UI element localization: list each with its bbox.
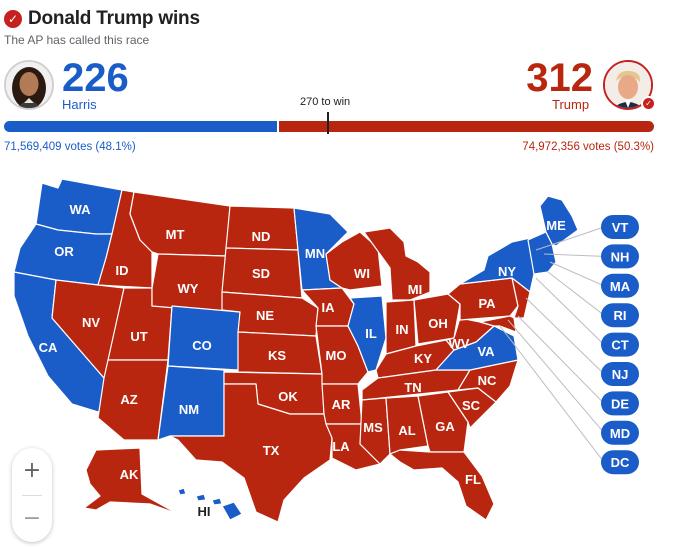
state-oh[interactable] bbox=[413, 293, 461, 345]
state-label-nv: NV bbox=[82, 315, 100, 330]
state-hi[interactable] bbox=[177, 487, 243, 521]
state-me[interactable] bbox=[539, 195, 579, 247]
state-label-ks: KS bbox=[268, 348, 286, 363]
winner-check-icon: ✓ bbox=[641, 96, 656, 111]
state-label-ut: UT bbox=[130, 329, 147, 344]
state-label-ok: OK bbox=[278, 389, 298, 404]
svg-text:DC: DC bbox=[611, 455, 630, 470]
winner-title: Donald Trump wins bbox=[28, 8, 200, 29]
state-label-oh: OH bbox=[428, 316, 448, 331]
state-label-ca: CA bbox=[39, 340, 58, 355]
state-label-nm: NM bbox=[179, 402, 199, 417]
trump-electoral-votes: 312 bbox=[526, 56, 593, 100]
electoral-map[interactable]: WA OR CA ID NV UT AZ MT WY CO NM ND SD NE KS OK TX MN IA MO… bbox=[0, 170, 673, 548]
trump-popular-vote: 74,972,356 votes (50.3%) bbox=[522, 141, 654, 153]
state-label-la: LA bbox=[332, 439, 350, 454]
state-wi[interactable] bbox=[325, 231, 383, 291]
state-ak[interactable] bbox=[83, 447, 179, 515]
state-label-pa: PA bbox=[478, 296, 496, 311]
small-state-pill-ct[interactable]: CT bbox=[601, 332, 639, 357]
harris-name[interactable]: Harris bbox=[62, 97, 97, 112]
race-call-subtitle: The AP has called this race bbox=[4, 33, 150, 47]
svg-text:NH: NH bbox=[611, 249, 630, 264]
state-label-mi: MI bbox=[408, 282, 422, 297]
state-label-wy: WY bbox=[178, 281, 199, 296]
small-state-pill-md[interactable]: MD bbox=[601, 420, 639, 445]
state-label-ny: NY bbox=[498, 264, 516, 279]
small-state-pills: VT NH MA RI CT NJ DE MD DC bbox=[601, 215, 639, 475]
state-label-ga: GA bbox=[435, 419, 455, 434]
zoom-control: + − bbox=[12, 448, 52, 542]
small-state-pill-nh[interactable]: NH bbox=[601, 244, 639, 269]
harris-popular-vote: 71,569,409 votes (48.1%) bbox=[4, 141, 136, 153]
state-nj[interactable] bbox=[511, 277, 531, 319]
state-label-sc: SC bbox=[462, 398, 481, 413]
small-state-pill-de[interactable]: DE bbox=[601, 391, 639, 416]
harris-avatar[interactable] bbox=[4, 60, 54, 110]
state-label-me: ME bbox=[546, 218, 566, 233]
svg-text:VT: VT bbox=[612, 220, 629, 235]
state-labels: WA OR CA ID NV UT AZ MT WY CO NM ND SD NE KS OK TX MN IA MO… bbox=[39, 202, 566, 519]
state-label-wa: WA bbox=[70, 202, 92, 217]
harris-electoral-votes: 226 bbox=[62, 56, 129, 100]
threshold-marker bbox=[327, 112, 329, 134]
small-state-pill-ri[interactable]: RI bbox=[601, 303, 639, 328]
state-label-wv: WV bbox=[449, 336, 470, 351]
state-label-co: CO bbox=[192, 338, 212, 353]
svg-text:MD: MD bbox=[610, 426, 630, 441]
state-label-ar: AR bbox=[332, 397, 351, 412]
state-label-tn: TN bbox=[404, 380, 421, 395]
state-label-wi: WI bbox=[354, 266, 370, 281]
state-il[interactable] bbox=[347, 295, 387, 373]
electoral-vote-bar bbox=[4, 121, 654, 132]
state-label-al: AL bbox=[398, 423, 415, 438]
state-label-tx: TX bbox=[263, 443, 280, 458]
state-label-sd: SD bbox=[252, 266, 270, 281]
small-state-pill-dc[interactable]: DC bbox=[601, 450, 639, 475]
state-tx[interactable] bbox=[169, 383, 333, 523]
state-label-nc: NC bbox=[478, 373, 497, 388]
svg-text:NJ: NJ bbox=[612, 367, 629, 382]
state-label-il: IL bbox=[365, 326, 377, 341]
svg-text:CT: CT bbox=[611, 338, 628, 353]
state-label-mn: MN bbox=[305, 246, 325, 261]
zoom-out-button[interactable]: − bbox=[22, 506, 42, 531]
small-state-pill-vt[interactable]: VT bbox=[601, 215, 639, 239]
check-circle-icon: ✓ bbox=[4, 10, 22, 28]
state-label-ms: MS bbox=[363, 420, 383, 435]
trump-name[interactable]: Trump bbox=[552, 97, 590, 112]
state-label-fl: FL bbox=[465, 472, 481, 487]
threshold-label: 270 to win bbox=[300, 96, 351, 108]
state-label-hi: HI bbox=[198, 504, 211, 519]
state-fl[interactable] bbox=[389, 449, 495, 521]
state-label-ne: NE bbox=[256, 308, 274, 323]
small-state-pill-ma[interactable]: MA bbox=[601, 273, 639, 298]
state-md[interactable] bbox=[479, 315, 517, 333]
state-label-nd: ND bbox=[252, 229, 271, 244]
state-label-mo: MO bbox=[326, 348, 347, 363]
zoom-in-button[interactable]: + bbox=[22, 458, 42, 483]
state-label-ia: IA bbox=[322, 300, 336, 315]
harris-bar-segment bbox=[4, 121, 277, 132]
state-label-va: VA bbox=[477, 344, 495, 359]
winner-header: ✓ Donald Trump wins bbox=[4, 8, 200, 30]
state-label-ky: KY bbox=[414, 351, 432, 366]
small-state-pill-nj[interactable]: NJ bbox=[601, 362, 639, 386]
state-label-in: IN bbox=[396, 322, 409, 337]
state-al[interactable] bbox=[385, 395, 429, 455]
state-label-ak: AK bbox=[120, 467, 139, 482]
trump-bar-segment bbox=[279, 121, 654, 132]
state-ms[interactable] bbox=[359, 397, 391, 465]
state-label-id: ID bbox=[116, 263, 129, 278]
small-state-connectors bbox=[499, 226, 605, 463]
svg-text:DE: DE bbox=[611, 396, 629, 411]
state-mi[interactable] bbox=[363, 227, 431, 301]
svg-text:RI: RI bbox=[614, 308, 627, 323]
state-label-az: AZ bbox=[120, 392, 137, 407]
svg-text:MA: MA bbox=[610, 279, 631, 294]
state-label-mt: MT bbox=[166, 227, 185, 242]
state-label-or: OR bbox=[54, 244, 74, 259]
